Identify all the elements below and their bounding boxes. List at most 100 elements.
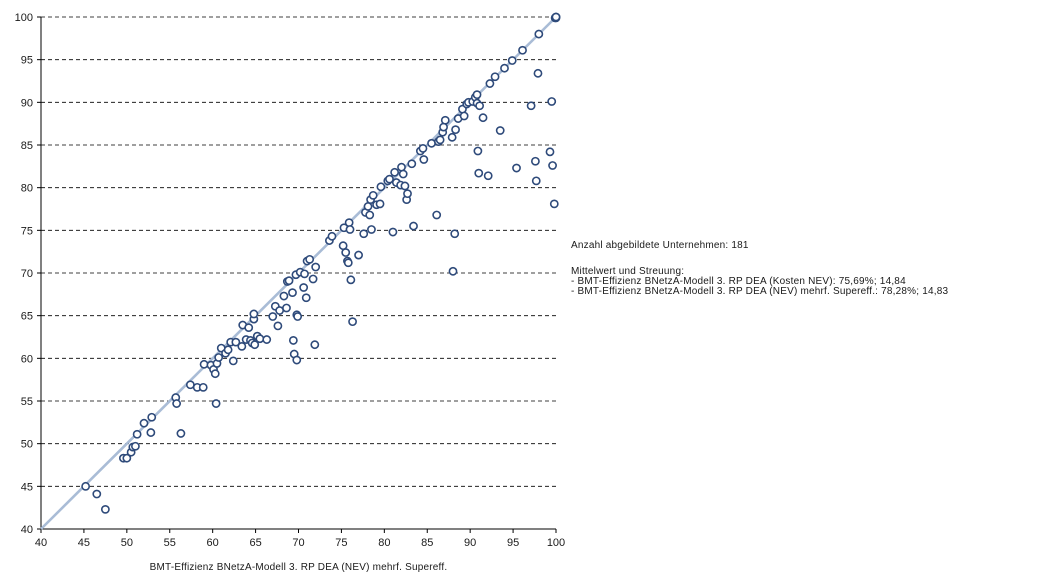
data-point-51 bbox=[288, 288, 297, 298]
x-tick-label-95: 95 bbox=[507, 537, 519, 549]
data-point-149 bbox=[551, 12, 561, 22]
data-point-132 bbox=[495, 126, 505, 135]
data-point-127 bbox=[475, 101, 485, 111]
data-point-145 bbox=[549, 199, 559, 209]
data-point-24 bbox=[214, 353, 224, 362]
data-point-50 bbox=[284, 276, 294, 286]
data-point-1 bbox=[92, 489, 102, 499]
data-point-96 bbox=[398, 169, 408, 179]
data-point-82 bbox=[365, 210, 375, 220]
y-tick-label-45: 45 bbox=[21, 481, 33, 493]
y-tick-label-100: 100 bbox=[15, 12, 33, 24]
data-point-52 bbox=[288, 336, 298, 345]
y-tick-label-95: 95 bbox=[21, 55, 33, 67]
y-tick-label-60: 60 bbox=[21, 353, 33, 365]
data-point-105 bbox=[427, 138, 436, 148]
data-point-108 bbox=[435, 135, 445, 145]
data-point-61 bbox=[301, 293, 311, 303]
x-tick-label-55: 55 bbox=[164, 537, 176, 549]
data-point-84 bbox=[367, 225, 376, 234]
data-point-88 bbox=[376, 182, 386, 192]
x-tick-label-60: 60 bbox=[207, 537, 219, 549]
data-point-22 bbox=[211, 399, 221, 408]
data-point-125 bbox=[473, 146, 483, 156]
data-point-130 bbox=[485, 79, 495, 88]
x-tick-label-65: 65 bbox=[249, 537, 261, 549]
data-point-27 bbox=[223, 345, 233, 355]
y-tick-label-50: 50 bbox=[21, 439, 33, 451]
data-point-142 bbox=[545, 147, 555, 157]
data-point-63 bbox=[305, 254, 315, 264]
x-tick-label-85: 85 bbox=[421, 537, 433, 549]
y-tick-label-70: 70 bbox=[21, 268, 33, 280]
data-point-137 bbox=[526, 101, 536, 111]
x-tick-label-75: 75 bbox=[335, 537, 347, 549]
data-point-97 bbox=[400, 181, 410, 191]
data-point-0 bbox=[81, 481, 91, 491]
data-point-140 bbox=[533, 68, 543, 78]
y-tick-label-90: 90 bbox=[21, 97, 33, 109]
data-point-77 bbox=[348, 317, 357, 327]
data-point-7 bbox=[131, 441, 140, 451]
data-point-141 bbox=[534, 29, 544, 39]
data-point-92 bbox=[390, 167, 400, 177]
data-point-41 bbox=[255, 334, 265, 344]
data-point-10 bbox=[146, 428, 156, 437]
company-count-note: Anzahl abgebildete Unternehmen: 181 bbox=[571, 240, 749, 251]
data-point-29 bbox=[228, 356, 238, 366]
data-point-43 bbox=[268, 312, 278, 321]
data-point-13 bbox=[172, 399, 182, 408]
data-point-21 bbox=[210, 369, 220, 379]
data-point-131 bbox=[490, 72, 500, 82]
data-point-55 bbox=[292, 355, 302, 365]
x-tick-label-90: 90 bbox=[464, 537, 476, 549]
data-point-38 bbox=[249, 309, 259, 319]
data-point-11 bbox=[147, 412, 157, 422]
stats-heading: Mittelwert und Streuung: bbox=[571, 266, 685, 277]
data-point-144 bbox=[548, 161, 557, 170]
data-point-73 bbox=[343, 258, 353, 268]
data-point-103 bbox=[418, 144, 428, 153]
data-point-17 bbox=[198, 382, 208, 392]
data-point-135 bbox=[512, 163, 521, 173]
data-point-57 bbox=[293, 312, 303, 321]
data-point-64 bbox=[310, 340, 320, 350]
data-point-79 bbox=[359, 229, 369, 239]
data-point-2 bbox=[100, 504, 110, 514]
data-point-118 bbox=[459, 111, 469, 121]
y-tick-label-75: 75 bbox=[21, 225, 33, 237]
data-point-104 bbox=[419, 155, 429, 164]
data-point-138 bbox=[531, 156, 540, 166]
x-axis-title: BMT-Effizienz BNetzA-Modell 3. RP DEA (N… bbox=[150, 562, 448, 573]
data-point-48 bbox=[282, 303, 291, 313]
data-point-128 bbox=[478, 113, 488, 123]
data-point-113 bbox=[448, 266, 458, 276]
data-point-4 bbox=[122, 453, 132, 463]
data-point-65 bbox=[311, 262, 321, 272]
x-tick-label-70: 70 bbox=[292, 537, 304, 549]
data-point-60 bbox=[300, 269, 309, 279]
data-point-66 bbox=[308, 274, 318, 284]
data-point-34 bbox=[244, 323, 254, 333]
data-point-111 bbox=[440, 115, 450, 125]
data-point-42 bbox=[262, 335, 272, 344]
data-point-87 bbox=[375, 199, 385, 209]
data-point-39 bbox=[250, 340, 260, 350]
data-point-129 bbox=[483, 171, 493, 181]
x-tick-label-50: 50 bbox=[121, 537, 133, 549]
stats-line-supereff: - BMT-Effizienz BNetzA-Modell 3. RP DEA … bbox=[571, 286, 949, 297]
data-point-47 bbox=[279, 291, 289, 301]
data-point-101 bbox=[409, 221, 418, 231]
data-point-14 bbox=[176, 429, 186, 438]
x-tick-label-45: 45 bbox=[78, 537, 90, 549]
data-point-18 bbox=[199, 359, 209, 369]
data-point-112 bbox=[447, 132, 457, 142]
data-point-143 bbox=[547, 97, 557, 106]
data-point-100 bbox=[407, 159, 417, 169]
data-point-8 bbox=[132, 429, 142, 439]
data-point-91 bbox=[388, 227, 398, 237]
x-tick-label-40: 40 bbox=[35, 537, 47, 549]
data-point-136 bbox=[518, 45, 527, 55]
